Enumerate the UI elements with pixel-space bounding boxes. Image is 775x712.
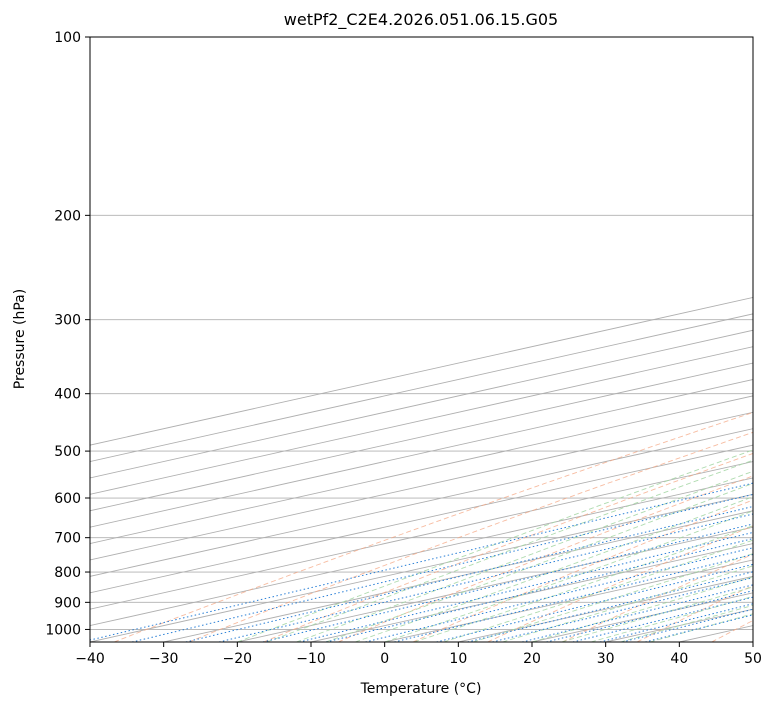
moist-adiabat-line [296,37,775,642]
moist-adiabat-line [267,37,775,642]
isotherm-line [679,37,775,642]
y-tick-label: 1000 [45,622,81,638]
isotherm-line [0,37,775,642]
isotherm-line [164,37,775,642]
x-tick-label: −10 [296,651,326,667]
isotherm-line [0,37,775,642]
background-lines [0,37,775,642]
mixing-ratio-line [522,451,775,642]
y-axis-label: Pressure (hPa) [12,289,28,389]
y-tick-label: 800 [54,565,81,581]
isotherm-line [0,37,775,642]
moist-adiabat-line [562,37,775,642]
y-tick-label: 700 [54,531,81,547]
x-tick-label: 40 [670,651,688,667]
isotherm-line [0,37,775,642]
y-tick-label: 500 [54,444,81,460]
x-tick-label: −30 [149,651,179,667]
dry-adiabat-line [488,37,775,642]
y-axis: 100 200 300 400 500 600 700 800 900 1000 [45,30,90,638]
mixing-ratio-line [600,451,775,642]
x-axis-label: Temperature (°C) [360,681,482,697]
moist-adiabat-line [326,37,775,642]
moist-adiabat-line [444,37,775,642]
moist-adiabat-line [237,37,775,642]
mixing-ratio-line [622,451,775,642]
y-tick-label: 100 [54,30,81,46]
isotherm-line [311,37,775,642]
x-tick-label: 20 [523,651,541,667]
chart-title: wetPf2_C2E4.2026.051.06.15.G05 [284,10,558,30]
x-tick-label: 50 [744,651,762,667]
y-tick-label: 600 [54,491,81,507]
isotherm-line [0,37,775,642]
x-tick-label: −40 [75,651,105,667]
x-axis: −40 −30 −20 −10 0 10 20 30 40 50 [75,642,762,667]
dry-adiabat-line [338,37,775,642]
isotherm-line [90,37,775,642]
isotherm-line [0,37,775,642]
isotherm-line [0,37,775,642]
x-tick-label: −20 [223,651,253,667]
mixing-ratio-line [326,451,775,642]
x-tick-label: 10 [449,651,467,667]
isotherm-line [0,37,775,642]
isotherm-line [237,37,775,642]
moist-adiabat-line [473,37,775,642]
dry-adiabat-line [637,37,775,642]
y-tick-label: 300 [54,313,81,329]
isotherm-line [458,37,775,642]
isotherm-line [753,37,775,642]
isotherm-line [0,37,775,642]
x-tick-label: 30 [597,651,615,667]
y-tick-label: 200 [54,208,81,224]
isotherm-line [0,37,775,642]
x-tick-label: 0 [380,651,389,667]
dry-adiabat-line [114,37,775,642]
y-tick-label: 900 [54,595,81,611]
isotherm-line [606,37,775,642]
dry-adiabat-line [264,37,775,642]
dry-adiabat-line [562,37,775,642]
isotherm-line [0,37,775,642]
y-tick-label: 400 [54,387,81,403]
